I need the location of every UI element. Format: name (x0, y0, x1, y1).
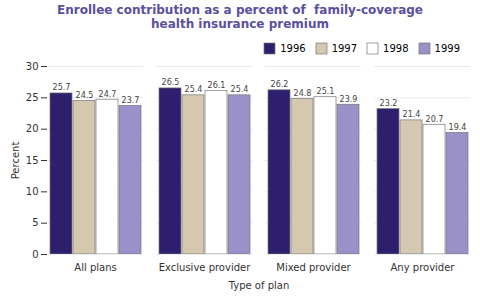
svg-text:25: 25 (26, 92, 39, 103)
svg-text:23.2: 23.2 (380, 99, 398, 108)
svg-text:15: 15 (26, 154, 39, 165)
svg-text:25.7: 25.7 (53, 83, 71, 92)
svg-text:All plans: All plans (74, 261, 116, 272)
svg-text:26.2: 26.2 (271, 80, 289, 89)
svg-text:5: 5 (32, 217, 38, 228)
svg-text:25.4: 25.4 (185, 85, 203, 94)
svg-text:25.4: 25.4 (231, 85, 249, 94)
svg-text:Percent: Percent (10, 141, 21, 179)
svg-text:10: 10 (26, 186, 39, 197)
svg-text:23.7: 23.7 (122, 96, 140, 105)
svg-text:26.1: 26.1 (208, 81, 226, 90)
html-text:1997: 1997 (331, 42, 358, 54)
svg-text:24.8: 24.8 (294, 89, 312, 98)
svg-text:26.5: 26.5 (162, 78, 180, 87)
svg-text:Type of plan: Type of plan (228, 279, 290, 290)
html-text:1998: 1998 (383, 42, 409, 54)
svg-text:24.7: 24.7 (99, 89, 117, 98)
svg-text:Exclusive provider: Exclusive provider (159, 261, 251, 272)
svg-text:20: 20 (26, 123, 39, 134)
html-text:Enrollee contribution as a per: Enrollee contribution as a percent of fa… (57, 3, 423, 32)
html-text:1996: 1996 (280, 42, 306, 54)
svg-text:20.7: 20.7 (426, 115, 444, 124)
svg-text:30: 30 (26, 60, 39, 71)
html-text:1999: 1999 (434, 42, 460, 54)
svg-text:23.9: 23.9 (340, 95, 358, 104)
svg-text:Mixed provider: Mixed provider (276, 261, 351, 272)
svg-text:19.4: 19.4 (449, 123, 467, 132)
svg-text:21.4: 21.4 (403, 110, 421, 119)
svg-text:0: 0 (32, 248, 38, 259)
svg-text:24.5: 24.5 (76, 91, 94, 100)
svg-text:Any provider: Any provider (391, 261, 456, 272)
svg-text:25.1: 25.1 (317, 87, 335, 96)
